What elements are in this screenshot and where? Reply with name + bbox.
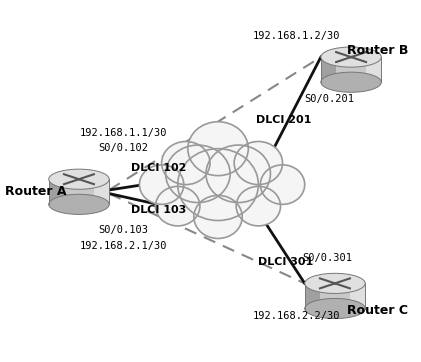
Text: 192.168.1.2/30: 192.168.1.2/30 [253,30,341,41]
Ellipse shape [49,169,109,189]
Text: Router C: Router C [347,304,408,317]
Ellipse shape [305,298,365,319]
Circle shape [206,145,270,203]
Ellipse shape [49,194,109,214]
Ellipse shape [305,273,365,294]
Polygon shape [305,283,320,308]
Text: S0/0.103: S0/0.103 [99,225,148,235]
Polygon shape [49,179,64,205]
Text: S0/0.102: S0/0.102 [99,143,148,153]
Text: DLCI 301: DLCI 301 [258,257,314,267]
Circle shape [155,186,200,226]
Text: 192.168.2.2/30: 192.168.2.2/30 [253,311,341,321]
Ellipse shape [321,47,381,67]
Circle shape [165,145,230,203]
Circle shape [260,165,305,205]
Text: S0/0.301: S0/0.301 [302,253,352,263]
Polygon shape [350,283,365,308]
Text: 192.168.1.1/30: 192.168.1.1/30 [80,127,167,138]
Polygon shape [321,57,336,82]
Text: DLCI 103: DLCI 103 [131,205,187,215]
Circle shape [178,149,258,220]
Polygon shape [321,57,381,82]
Text: DLCI 102: DLCI 102 [131,163,187,173]
Text: S0/0.201: S0/0.201 [304,94,354,104]
Polygon shape [94,179,109,205]
Circle shape [139,165,184,205]
Polygon shape [305,283,365,308]
Ellipse shape [321,72,381,92]
Text: Router A: Router A [5,185,67,198]
Circle shape [194,195,242,239]
Polygon shape [366,57,381,82]
Circle shape [162,142,210,185]
Text: Router B: Router B [346,45,408,58]
Text: DLCI 201: DLCI 201 [256,115,312,125]
Circle shape [188,122,248,176]
Circle shape [234,142,282,185]
Circle shape [236,186,280,226]
Text: 192.168.2.1/30: 192.168.2.1/30 [80,241,167,251]
Polygon shape [49,179,109,205]
